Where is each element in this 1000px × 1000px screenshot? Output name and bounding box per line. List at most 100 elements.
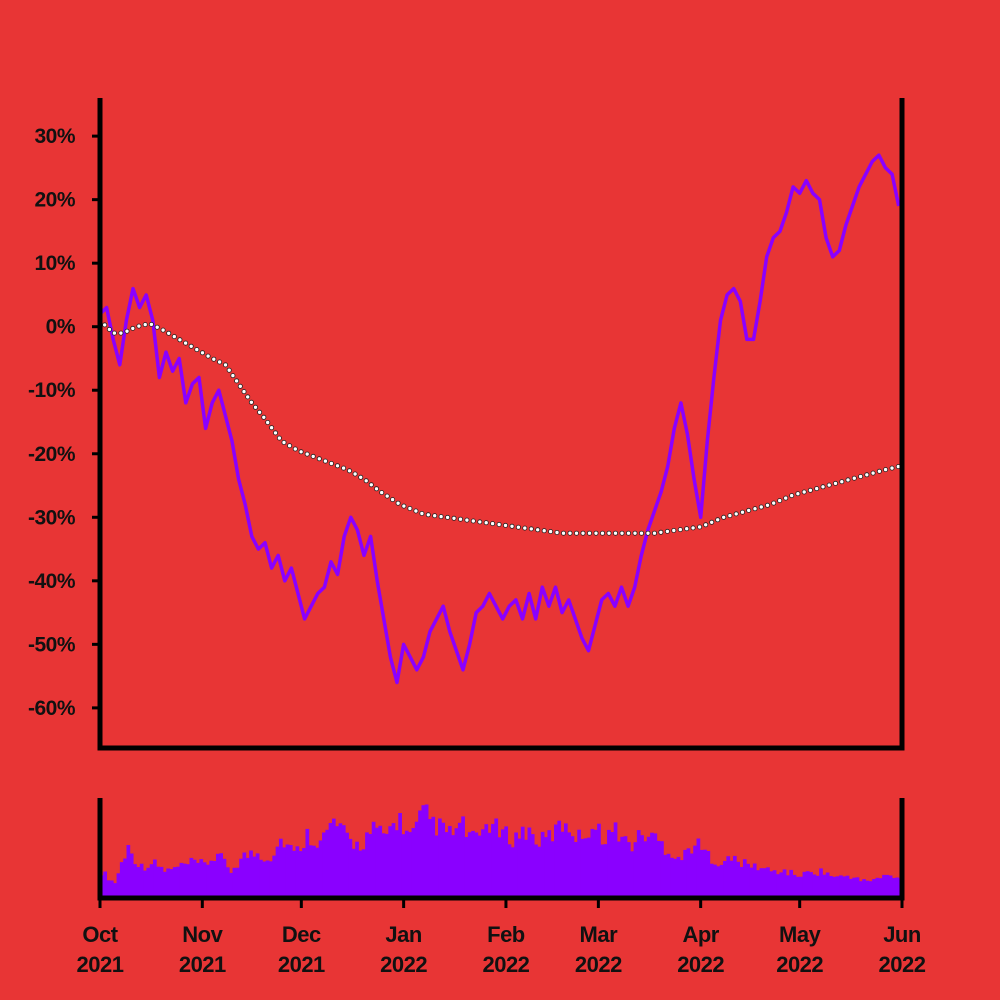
- volume-bar: [192, 859, 197, 896]
- volume-bar: [391, 823, 396, 896]
- volume-bar: [752, 863, 757, 896]
- volume-bar: [471, 830, 475, 896]
- trend-dot: [226, 367, 232, 373]
- volume-bar: [769, 871, 774, 896]
- x-tick-month: Jun: [883, 922, 921, 947]
- volume-bar: [643, 841, 648, 896]
- volume-bar: [302, 848, 306, 896]
- volume-bar: [438, 818, 442, 896]
- volume-bar: [215, 853, 220, 896]
- volume-bar: [507, 844, 512, 896]
- volume-bar: [398, 813, 402, 896]
- trend-dot: [664, 528, 670, 534]
- trend-dot: [740, 509, 746, 515]
- trend-dot: [111, 330, 117, 336]
- trend-dot: [292, 446, 298, 452]
- volume-bar: [428, 819, 432, 896]
- trend-dot: [261, 414, 267, 420]
- trend-dot: [316, 456, 322, 462]
- volume-bar: [825, 872, 830, 896]
- volume-bar: [812, 874, 817, 896]
- x-tick-month: Apr: [682, 922, 719, 947]
- volume-bar: [116, 873, 121, 896]
- volume-bar: [484, 824, 489, 896]
- volume-bar: [739, 867, 744, 896]
- trend-dot: [626, 530, 632, 536]
- trend-dot: [457, 516, 463, 522]
- volume-bar: [497, 837, 502, 896]
- x-tick-year: 2021: [77, 952, 124, 977]
- volume-bar: [693, 845, 697, 896]
- trend-dot: [483, 520, 489, 526]
- volume-bar: [375, 827, 379, 896]
- trend-dot: [390, 497, 396, 503]
- trend-dot: [889, 465, 895, 471]
- trend-dot: [851, 475, 857, 481]
- trend-dot: [322, 458, 328, 464]
- volume-bar: [759, 868, 764, 896]
- trend-dot: [783, 495, 789, 501]
- volume-bar: [630, 851, 634, 896]
- trend-dot: [102, 322, 108, 328]
- volume-bar: [802, 871, 807, 896]
- trend-dot: [535, 527, 541, 533]
- volume-bar: [799, 876, 803, 896]
- volume-bar: [650, 832, 654, 896]
- trend-dot: [671, 528, 677, 534]
- trend-dot: [554, 530, 560, 536]
- volume-bar: [520, 826, 525, 896]
- trend-dot: [298, 449, 304, 455]
- trend-dot: [419, 510, 425, 516]
- volume-bar: [633, 842, 638, 896]
- trend-dot: [379, 490, 385, 496]
- trend-dot: [211, 356, 217, 362]
- volume-bar: [481, 829, 485, 896]
- trend-dot: [528, 526, 534, 532]
- trend-dot: [477, 519, 483, 525]
- volume-bar: [537, 846, 542, 896]
- trend-dot: [645, 530, 651, 536]
- volume-bar: [219, 853, 224, 896]
- volume-bar: [119, 862, 124, 896]
- trend-dot: [652, 530, 658, 536]
- volume-bar: [292, 850, 296, 896]
- volume-bar: [381, 833, 386, 896]
- volume-bar: [308, 845, 313, 896]
- volume-bar: [560, 831, 565, 896]
- trend-dot: [727, 513, 733, 519]
- trend-dot: [230, 373, 236, 379]
- x-tick-year: 2022: [575, 952, 622, 977]
- trend-dot: [106, 326, 112, 332]
- volume-bar: [653, 833, 658, 896]
- trend-dot: [171, 334, 177, 340]
- trend-dot: [502, 522, 508, 528]
- trend-dot: [217, 359, 223, 365]
- volume-bar: [895, 877, 900, 896]
- volume-bar: [467, 832, 472, 896]
- trend-dot: [758, 504, 764, 510]
- trend-dot: [222, 362, 228, 368]
- main-panel: 30% 20% 10% 0% -10% -20% -30% -40% -50% -60%: [28, 98, 905, 751]
- volume-bar: [530, 834, 535, 896]
- trend-dot: [413, 508, 419, 514]
- volume-bar: [732, 855, 737, 896]
- volume-bar: [315, 847, 320, 896]
- volume-bar: [620, 836, 625, 896]
- y-axis-ticks: 30% 20% 10% 0% -10% -20% -30% -40% -50% -60%: [28, 125, 100, 720]
- volume-bar: [670, 857, 674, 896]
- trend-dot: [632, 530, 638, 536]
- volume-bar: [414, 821, 419, 896]
- trend-dot: [715, 517, 721, 523]
- volume-bar: [839, 875, 843, 896]
- volume-bar: [169, 869, 174, 896]
- volume-bar: [795, 876, 800, 896]
- trend-dot: [515, 524, 521, 530]
- volume-bar: [554, 824, 558, 896]
- volume-bar: [447, 826, 452, 896]
- volume-bar: [789, 869, 794, 896]
- price-line: [100, 153, 901, 685]
- trend-dot: [496, 522, 502, 528]
- trend-dot: [407, 505, 413, 511]
- trend-dot: [241, 389, 247, 395]
- volume-bar: [792, 874, 797, 896]
